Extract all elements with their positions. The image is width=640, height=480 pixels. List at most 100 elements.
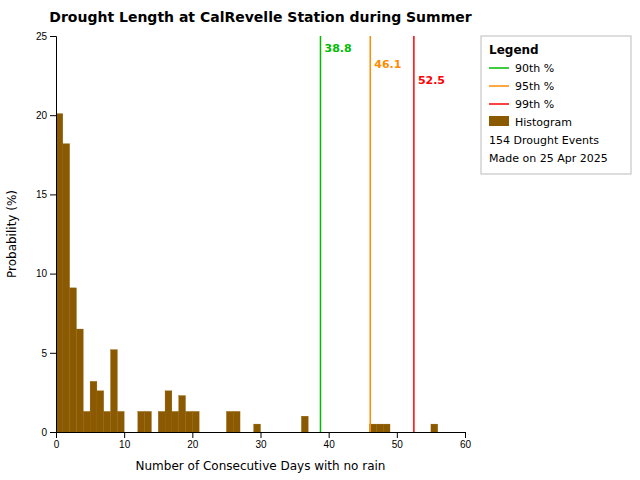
legend-label: 95th % bbox=[515, 80, 554, 93]
y-tick-mark bbox=[50, 36, 56, 37]
plot-area bbox=[56, 36, 438, 432]
bar bbox=[97, 391, 104, 432]
bar bbox=[138, 411, 145, 432]
percentile-labels: 38.846.152.5 bbox=[324, 42, 445, 87]
bar bbox=[267, 432, 274, 433]
bar bbox=[329, 432, 336, 433]
bar bbox=[117, 411, 124, 432]
y-tick-label: 5 bbox=[41, 348, 47, 359]
bar bbox=[376, 424, 383, 432]
bar bbox=[192, 411, 199, 432]
bar bbox=[83, 411, 90, 432]
bar bbox=[220, 432, 227, 433]
percentile-label: 46.1 bbox=[374, 58, 401, 71]
histogram-bars bbox=[56, 114, 438, 432]
bar bbox=[308, 432, 315, 433]
x-tick: 0 bbox=[54, 432, 60, 450]
x-tick-mark bbox=[192, 432, 193, 438]
x-tick-label: 60 bbox=[460, 439, 472, 450]
bar bbox=[233, 411, 240, 432]
y-tick-label: 25 bbox=[36, 31, 48, 42]
x-tick: 60 bbox=[460, 432, 472, 450]
x-tick-label: 10 bbox=[119, 439, 131, 450]
legend-title: Legend bbox=[489, 43, 539, 57]
bar bbox=[165, 391, 172, 432]
y-tick: 0 bbox=[41, 427, 56, 438]
bar bbox=[90, 381, 97, 432]
x-tick: 30 bbox=[255, 432, 267, 450]
x-tick-mark bbox=[465, 432, 466, 438]
bar bbox=[186, 411, 193, 432]
percentile-line bbox=[413, 36, 415, 432]
y-tick: 15 bbox=[36, 189, 56, 200]
bar bbox=[76, 329, 83, 432]
x-tick-mark bbox=[329, 432, 330, 438]
legend-label: Made on 25 Apr 2025 bbox=[489, 152, 608, 165]
legend-item: 95th % bbox=[489, 80, 554, 93]
x-tick: 10 bbox=[119, 432, 131, 450]
legend-item: Made on 25 Apr 2025 bbox=[489, 152, 608, 165]
legend-label: 90th % bbox=[515, 62, 554, 75]
bar bbox=[458, 432, 465, 433]
x-tick-label: 0 bbox=[54, 439, 60, 450]
bar bbox=[281, 432, 288, 433]
percentile-line bbox=[369, 36, 371, 432]
x-tick-label: 20 bbox=[187, 439, 199, 450]
legend-frame bbox=[481, 36, 631, 174]
bar bbox=[179, 396, 186, 432]
bar bbox=[172, 411, 179, 432]
x-axis-line bbox=[57, 433, 466, 439]
bar bbox=[301, 416, 308, 432]
y-tick: 10 bbox=[36, 268, 56, 279]
bar bbox=[254, 424, 261, 432]
legend-item: Histogram bbox=[489, 116, 572, 129]
bar bbox=[124, 432, 131, 433]
bar bbox=[158, 411, 165, 432]
y-axis-title: Probability (%) bbox=[5, 190, 19, 278]
bar bbox=[404, 432, 411, 433]
bar bbox=[390, 432, 397, 433]
y-tick: 20 bbox=[36, 110, 56, 121]
bar bbox=[213, 432, 220, 433]
bar bbox=[397, 432, 404, 433]
legend-label: 154 Drought Events bbox=[489, 134, 599, 147]
legend-swatch bbox=[489, 116, 509, 126]
bar bbox=[288, 432, 295, 433]
bar bbox=[335, 432, 342, 433]
x-tick-label: 50 bbox=[392, 439, 404, 450]
y-tick: 25 bbox=[36, 31, 56, 42]
y-tick-label: 15 bbox=[36, 189, 48, 200]
legend-swatch bbox=[489, 67, 509, 69]
x-tick-label: 40 bbox=[324, 439, 336, 450]
bar bbox=[363, 432, 370, 433]
x-tick-mark bbox=[124, 432, 125, 438]
y-tick-mark bbox=[50, 274, 56, 275]
bar bbox=[295, 432, 302, 433]
bar bbox=[438, 432, 445, 433]
y-tick-label: 0 bbox=[41, 427, 47, 438]
legend: Legend 90th % 95th % 99th % Histogram 154 Dro… bbox=[481, 36, 631, 174]
bar bbox=[70, 288, 77, 432]
legend-item: 154 Drought Events bbox=[489, 134, 599, 147]
bar bbox=[383, 424, 390, 432]
bar bbox=[445, 432, 452, 433]
legend-item: 90th % bbox=[489, 62, 554, 75]
bar bbox=[151, 432, 158, 433]
bar bbox=[417, 432, 424, 433]
x-tick-mark bbox=[261, 432, 262, 438]
y-tick-mark bbox=[50, 194, 56, 195]
bar bbox=[63, 144, 70, 432]
bar bbox=[261, 432, 268, 433]
x-axis: 0 10 20 30 40 50 60 bbox=[54, 432, 472, 450]
y-tick-mark bbox=[50, 115, 56, 116]
bar bbox=[206, 432, 213, 433]
y-tick-label: 10 bbox=[36, 268, 48, 279]
bar bbox=[451, 432, 458, 433]
x-axis-title: Number of Consecutive Days with no rain bbox=[136, 459, 386, 473]
bar bbox=[247, 432, 254, 433]
x-tick: 40 bbox=[324, 432, 336, 450]
percentile-line bbox=[320, 36, 322, 432]
y-tick-mark bbox=[50, 432, 56, 433]
legend-label: 99th % bbox=[515, 98, 554, 111]
bar bbox=[226, 411, 233, 432]
